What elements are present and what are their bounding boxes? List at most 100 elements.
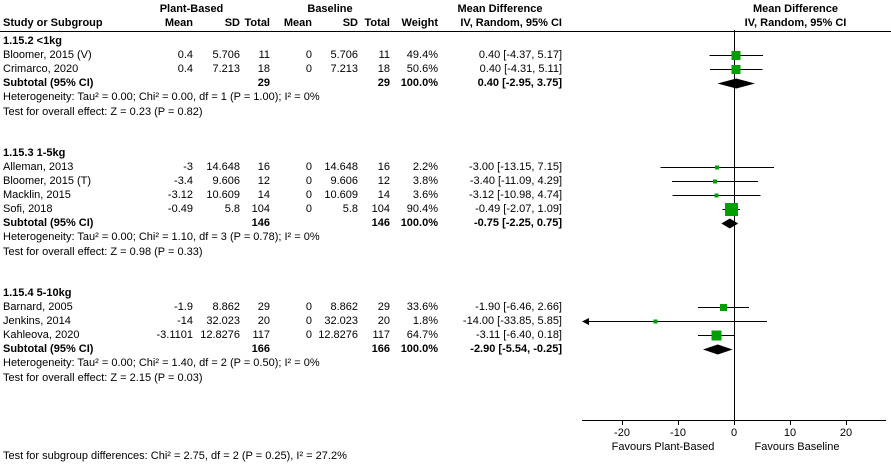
- baseline-sd: 9.606: [330, 175, 358, 187]
- study-row: Kahleova, 2020 -3.1101 12.8276 117 0 12.8276 1…: [0, 328, 891, 342]
- weight-value: 2.2%: [412, 161, 438, 173]
- study-name: Barnard, 2005: [3, 301, 73, 313]
- subgroup-title-label: 1.15.2 <1kg: [3, 35, 63, 47]
- plantbased-mean: -3.4: [174, 175, 193, 187]
- plantbased-total: 20: [257, 315, 270, 327]
- plantbased-total: 11: [258, 49, 270, 61]
- ci-value: -3.11 [-6.40, 0.18]: [475, 329, 562, 341]
- header-divider: [0, 31, 891, 32]
- study-name: Bloomer, 2015 (V): [3, 49, 92, 61]
- heterogeneity-text: Heterogeneity: Tau² = 0.00; Chi² = 0.00,…: [3, 91, 320, 103]
- plantbased-mean: 0.4: [177, 49, 193, 61]
- baseline-sd: 32.023: [324, 315, 358, 327]
- ci-value: -0.49 [-2.07, 1.09]: [475, 203, 562, 215]
- study-name: Kahleova, 2020: [3, 329, 80, 341]
- baseline-sd: 7.213: [330, 63, 358, 75]
- plantbased-sd: 5.706: [212, 49, 240, 61]
- baseline-subtotal-n: 29: [377, 77, 390, 89]
- plantbased-subtotal-n: 166: [251, 343, 270, 355]
- overall-effect-row: Test for overall effect: Z = 0.98 (P = 0…: [0, 245, 891, 260]
- baseline-mean: 0: [305, 329, 312, 341]
- subtotal-ci: -0.75 [-2.25, 0.75]: [473, 217, 562, 229]
- baseline-sd: 8.862: [330, 301, 358, 313]
- study-row: Sofi, 2018 -0.49 5.8 104 0 5.8 104 90.4% -0.49 […: [0, 202, 891, 216]
- plantbased-total: 18: [257, 63, 270, 75]
- col-mean-plantbased-label: Mean: [164, 17, 193, 29]
- baseline-total: 11: [378, 49, 390, 61]
- baseline-mean: 0: [305, 49, 312, 61]
- group-header-row: Plant-Based Baseline Mean Difference Mea…: [0, 2, 891, 16]
- ci-value: -14.00 [-33.85, 5.85]: [462, 315, 562, 327]
- subtotal-ci: -2.90 [-5.54, -0.25]: [470, 343, 562, 355]
- overall-effect-text: Test for overall effect: Z = 2.15 (P = 0…: [3, 372, 203, 384]
- baseline-total: 18: [377, 63, 390, 75]
- plantbased-total: 14: [257, 189, 270, 201]
- plantbased-mean: -3.12: [167, 189, 193, 201]
- baseline-subtotal-n: 146: [371, 217, 390, 229]
- subgroup-title-row: 1.15.3 1-5kg: [0, 146, 891, 160]
- heterogeneity-row: Heterogeneity: Tau² = 0.00; Chi² = 0.00,…: [0, 90, 891, 105]
- study-row: Jenkins, 2014 -14 32.023 20 0 32.023 20 1.8% -14…: [0, 314, 891, 328]
- overall-effect-row: Test for overall effect: Z = 2.15 (P = 0…: [0, 371, 891, 386]
- col-sd-baseline-label: SD: [342, 17, 358, 29]
- baseline-subtotal-n: 166: [371, 343, 390, 355]
- subtotal-label: Subtotal (95% CI): [3, 77, 94, 89]
- study-row: Bloomer, 2015 (V) 0.4 5.706 11 0 5.706 11 49.4%…: [0, 48, 891, 62]
- subgroup-title-row: 1.15.2 <1kg: [0, 34, 891, 48]
- baseline-total: 14: [377, 189, 390, 201]
- plantbased-mean: -3.1101: [156, 329, 194, 341]
- plantbased-total: 104: [251, 203, 270, 215]
- plantbased-sd: 9.606: [212, 175, 240, 187]
- col-mean-baseline-label: Mean: [283, 17, 312, 29]
- subtotal-label: Subtotal (95% CI): [3, 343, 94, 355]
- ci-value: -3.12 [-10.98, 4.74]: [469, 189, 562, 201]
- heterogeneity-row: Heterogeneity: Tau² = 0.00; Chi² = 1.40,…: [0, 356, 891, 371]
- ci-value: 0.40 [-4.37, 5.17]: [478, 49, 562, 61]
- col-weight-label: Weight: [401, 17, 438, 29]
- overall-effect-text: Test for overall effect: Z = 0.98 (P = 0…: [3, 246, 203, 258]
- baseline-mean: 0: [305, 315, 312, 327]
- plantbased-total: 12: [257, 175, 270, 187]
- subtotal-row: Subtotal (95% CI) 29 29 100.0% 0.40 [-2.95, …: [0, 76, 891, 90]
- baseline-sd: 14.648: [324, 161, 358, 173]
- baseline-total: 12: [377, 175, 390, 187]
- baseline-total: 20: [377, 315, 390, 327]
- plantbased-subtotal-n: 146: [251, 217, 270, 229]
- baseline-mean: 0: [305, 203, 312, 215]
- weight-value: 90.4%: [406, 203, 438, 215]
- study-name: Bloomer, 2015 (T): [3, 175, 92, 187]
- subgroup-title-label: 1.15.3 1-5kg: [3, 147, 66, 159]
- study-name: Sofi, 2018: [3, 203, 53, 215]
- plantbased-sd: 10.609: [206, 189, 240, 201]
- subtotal-weight: 100.0%: [400, 343, 438, 355]
- subtotal-label: Subtotal (95% CI): [3, 217, 94, 229]
- col-sd-plantbased-label: SD: [224, 17, 240, 29]
- group-plantbased-label: Plant-Based: [159, 3, 224, 15]
- plantbased-mean: -3: [183, 161, 193, 173]
- plantbased-sd: 32.023: [206, 315, 240, 327]
- subtotal-weight: 100.0%: [400, 77, 438, 89]
- plantbased-mean: -14: [177, 315, 193, 327]
- col-study-label: Study or Subgroup: [3, 17, 103, 29]
- column-header-row: Study or Subgroup Mean SD Total Mean SD …: [0, 16, 891, 30]
- weight-value: 50.6%: [406, 63, 438, 75]
- plantbased-mean: 0.4: [177, 63, 193, 75]
- weight-value: 64.7%: [406, 329, 438, 341]
- ci-value: -3.00 [-13.15, 7.15]: [469, 161, 562, 173]
- col-ci-label: IV, Random, 95% CI: [460, 17, 562, 29]
- ci-value: -1.90 [-6.46, 2.66]: [475, 301, 562, 313]
- ci-value: 0.40 [-4.31, 5.11]: [479, 63, 562, 75]
- baseline-sd: 5.706: [330, 49, 358, 61]
- baseline-total: 117: [372, 329, 390, 341]
- baseline-sd: 5.8: [342, 203, 358, 215]
- col-total-plantbased-label: Total: [244, 17, 270, 29]
- mean-difference-column-label: Mean Difference: [457, 3, 543, 15]
- subtotal-row: Subtotal (95% CI) 146 146 100.0% -0.75 [-2.2…: [0, 216, 891, 230]
- plantbased-sd: 14.648: [206, 161, 240, 173]
- mean-difference-plot-label: Mean Difference: [753, 3, 838, 15]
- study-name: Crimarco, 2020: [3, 63, 79, 75]
- plantbased-mean: -0.49: [167, 203, 193, 215]
- col-ci-plot-label: IV, Random, 95% CI: [744, 17, 847, 29]
